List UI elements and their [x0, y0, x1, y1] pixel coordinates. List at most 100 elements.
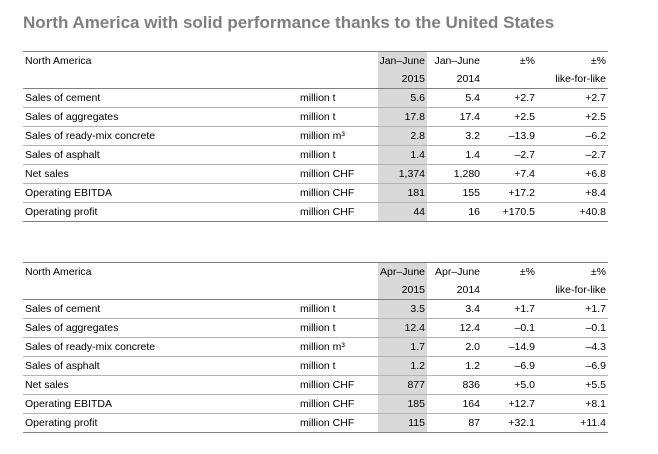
- row-label: Operating profit: [23, 202, 298, 222]
- value-like-for-like: +8.4: [537, 183, 608, 203]
- value-change-pct: +12.7: [482, 394, 537, 414]
- row-unit: million t: [298, 107, 378, 127]
- row-unit: million t: [298, 145, 378, 165]
- row-unit: million t: [298, 318, 378, 338]
- table-row: Sales of asphalt million t 1.2 1.2 –6.9 –6.9: [23, 356, 608, 376]
- table-header-row: 2015 2014 like-for-like: [23, 281, 608, 300]
- value-previous: 836: [427, 375, 482, 395]
- row-unit: million CHF: [298, 375, 378, 395]
- page-title: North America with solid performance tha…: [23, 13, 555, 32]
- table-header-row: North America Jan–June Jan–June ±% ±%: [23, 51, 608, 70]
- value-change-pct: +5.0: [482, 375, 537, 395]
- value-change-pct: –13.9: [482, 126, 537, 146]
- value-change-pct: +1.7: [482, 299, 537, 319]
- value-previous: 1,280: [427, 164, 482, 184]
- value-current: 1.2: [378, 356, 427, 376]
- row-label: Sales of asphalt: [23, 356, 298, 376]
- row-unit: million CHF: [298, 413, 378, 433]
- row-label: Sales of asphalt: [23, 145, 298, 165]
- value-like-for-like: +2.5: [537, 107, 608, 127]
- row-unit: million m³: [298, 126, 378, 146]
- row-unit: million CHF: [298, 164, 378, 184]
- value-like-for-like: +11.4: [537, 413, 608, 433]
- table-row: Sales of aggregates million t 12.4 12.4 –0.1…: [23, 318, 608, 338]
- period-current: Jan–June: [378, 51, 427, 70]
- value-previous: 155: [427, 183, 482, 203]
- value-change-pct: +2.7: [482, 88, 537, 108]
- pct-header: ±%: [482, 262, 537, 281]
- value-previous: 16: [427, 202, 482, 222]
- value-current: 5.6: [378, 88, 427, 108]
- table-row: Net sales million CHF 877 836 +5.0 +5.5: [23, 375, 608, 395]
- value-like-for-like: –0.1: [537, 318, 608, 338]
- value-like-for-like: –6.2: [537, 126, 608, 146]
- value-change-pct: –14.9: [482, 337, 537, 357]
- row-unit: million CHF: [298, 394, 378, 414]
- row-label: Net sales: [23, 375, 298, 395]
- table-header-row: 2015 2014 like-for-like: [23, 70, 608, 89]
- value-previous: 87: [427, 413, 482, 433]
- row-unit: million t: [298, 356, 378, 376]
- row-label: Sales of ready-mix concrete: [23, 337, 298, 357]
- value-current: 44: [378, 202, 427, 222]
- row-label: Net sales: [23, 164, 298, 184]
- value-previous: 164: [427, 394, 482, 414]
- row-label: Operating profit: [23, 413, 298, 433]
- value-previous: 5.4: [427, 88, 482, 108]
- table-header-row: North America Apr–June Apr–June ±% ±%: [23, 262, 608, 281]
- table-row: Sales of ready-mix concrete million m³ 2.8…: [23, 126, 608, 146]
- period-previous: Apr–June: [427, 262, 482, 281]
- year-previous: 2014: [427, 70, 482, 89]
- value-like-for-like: +2.7: [537, 88, 608, 108]
- year-previous: 2014: [427, 281, 482, 300]
- value-current: 12.4: [378, 318, 427, 338]
- value-previous: 1.2: [427, 356, 482, 376]
- value-current: 181: [378, 183, 427, 203]
- value-current: 1,374: [378, 164, 427, 184]
- value-previous: 3.2: [427, 126, 482, 146]
- row-label: Operating EBITDA: [23, 394, 298, 414]
- row-unit: million CHF: [298, 202, 378, 222]
- value-like-for-like: +5.5: [537, 375, 608, 395]
- region-label: North America: [23, 51, 298, 70]
- table-row: Sales of asphalt million t 1.4 1.4 –2.7 –2.7: [23, 145, 608, 165]
- table-row: Sales of cement million t 3.5 3.4 +1.7 +1.7: [23, 299, 608, 319]
- value-change-pct: +32.1: [482, 413, 537, 433]
- row-unit: million t: [298, 299, 378, 319]
- value-like-for-like: –4.3: [537, 337, 608, 357]
- value-change-pct: –6.9: [482, 356, 537, 376]
- table-row: Sales of cement million t 5.6 5.4 +2.7 +2.7: [23, 88, 608, 108]
- row-unit: million t: [298, 88, 378, 108]
- value-like-for-like: +1.7: [537, 299, 608, 319]
- period-current: Apr–June: [378, 262, 427, 281]
- lfl-header-top: ±%: [537, 262, 608, 281]
- value-like-for-like: –6.9: [537, 356, 608, 376]
- value-change-pct: +7.4: [482, 164, 537, 184]
- value-previous: 1.4: [427, 145, 482, 165]
- lfl-header-top: ±%: [537, 51, 608, 70]
- region-label: North America: [23, 262, 298, 281]
- value-current: 1.4: [378, 145, 427, 165]
- value-change-pct: +170.5: [482, 202, 537, 222]
- value-current: 115: [378, 413, 427, 433]
- table-row: Net sales million CHF 1,374 1,280 +7.4 +6.8: [23, 164, 608, 184]
- value-current: 185: [378, 394, 427, 414]
- row-label: Sales of cement: [23, 299, 298, 319]
- value-current: 877: [378, 375, 427, 395]
- value-previous: 2.0: [427, 337, 482, 357]
- value-change-pct: –0.1: [482, 318, 537, 338]
- value-previous: 3.4: [427, 299, 482, 319]
- row-unit: million m³: [298, 337, 378, 357]
- table-row: Operating EBITDA million CHF 185 164 +12.7 +8…: [23, 394, 608, 414]
- year-current: 2015: [378, 281, 427, 300]
- table-row: Operating profit million CHF 44 16 +170.5 +40…: [23, 202, 608, 222]
- row-label: Sales of ready-mix concrete: [23, 126, 298, 146]
- lfl-header: like-for-like: [537, 70, 608, 89]
- value-previous: 12.4: [427, 318, 482, 338]
- value-like-for-like: +40.8: [537, 202, 608, 222]
- value-like-for-like: +8.1: [537, 394, 608, 414]
- table-row: Sales of ready-mix concrete million m³ 1.7…: [23, 337, 608, 357]
- table-row: Sales of aggregates million t 17.8 17.4 +2.5…: [23, 107, 608, 127]
- value-current: 1.7: [378, 337, 427, 357]
- row-unit: million CHF: [298, 183, 378, 203]
